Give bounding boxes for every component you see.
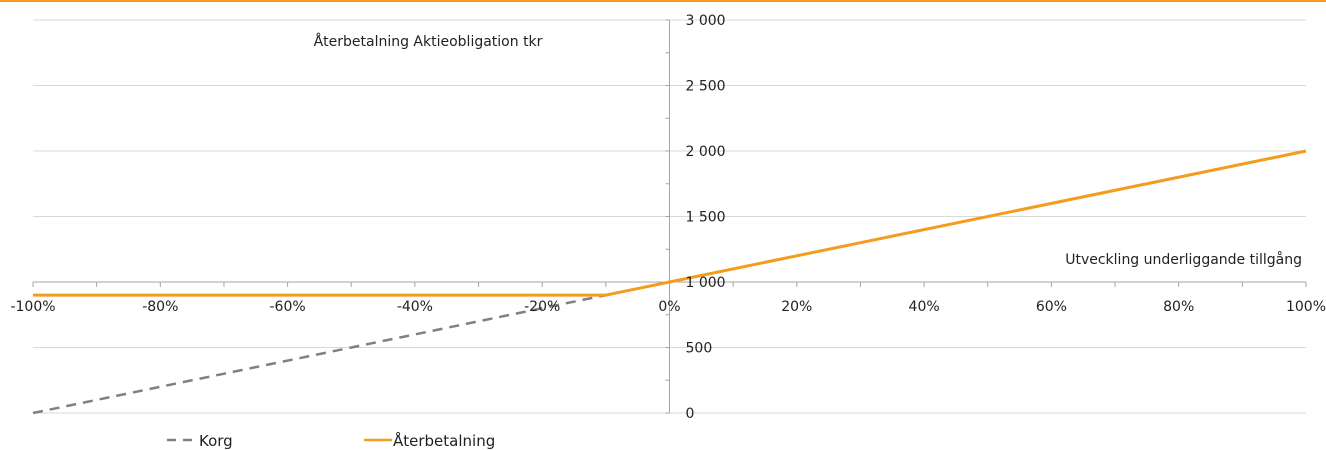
x-tick-label-8: 60%	[1036, 299, 1067, 315]
y-tick-label-0: 0	[686, 406, 695, 422]
y-tick-label-4: 2 000	[686, 144, 726, 160]
legend-korg-label: Korg	[199, 432, 233, 450]
top-accent-line	[0, 0, 1326, 2]
x-tick-label-5: 0%	[658, 299, 680, 315]
x-tick-label-4: -20%	[524, 299, 560, 315]
x-tick-label-9: 80%	[1163, 299, 1194, 315]
x-tick-label-2: -60%	[270, 299, 306, 315]
x-tick-label-1: -80%	[142, 299, 178, 315]
x-tick-label-0: -100%	[10, 299, 55, 315]
series-line-korg	[32, 293, 607, 415]
x-tick-label-10: 100%	[1286, 299, 1326, 315]
x-tick-label-3: -40%	[397, 299, 433, 315]
series	[32, 149, 1307, 415]
y-tick-label-3: 1 500	[686, 210, 726, 226]
legend-aterbetalning-label: Återbetalning	[393, 431, 495, 450]
y-tick-label-6: 3 000	[686, 13, 726, 29]
y-tick-label-5: 2 500	[686, 79, 726, 95]
chart-title: Återbetalning Aktieobligation tkr	[314, 33, 543, 50]
tick-labels: -100% -80% -60% -40% -20% 0% 20% 40% 60% 80% 100% 0…	[10, 13, 1326, 422]
y-tick-label-2: 1 000	[686, 275, 726, 291]
legend: Korg Återbetalning	[167, 431, 495, 450]
x-tick-label-7: 40%	[909, 299, 940, 315]
series-line-aterbetalning	[33, 149, 1307, 297]
y-tick-label-1: 500	[686, 341, 713, 357]
x-tick-label-6: 20%	[781, 299, 812, 315]
x-axis-title: Utveckling underliggande tillgång	[1065, 251, 1302, 268]
